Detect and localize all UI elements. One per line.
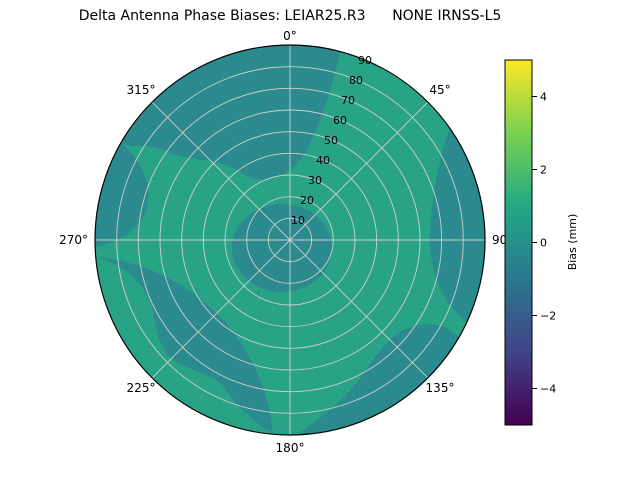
r-tick-label: 70 bbox=[341, 94, 355, 107]
theta-tick-label: 225° bbox=[127, 381, 156, 395]
colorbar-tick-label: 2 bbox=[540, 164, 547, 177]
colorbar-axis-label: Bias (mm) bbox=[566, 214, 579, 271]
chart-title: Delta Antenna Phase Biases: LEIAR25.R3 N… bbox=[78, 8, 502, 24]
r-tick-label: 10 bbox=[291, 214, 305, 227]
grid-spoke bbox=[289, 239, 429, 379]
theta-tick-label: 135° bbox=[426, 381, 455, 395]
grid-spoke bbox=[289, 101, 429, 241]
theta-tick-label: 315° bbox=[127, 83, 156, 97]
r-tick-label: 20 bbox=[300, 194, 314, 207]
colorbar-gradient bbox=[504, 59, 533, 426]
bias-patch-north bbox=[121, 45, 341, 180]
r-tick-label: 50 bbox=[324, 134, 338, 147]
r-tick-label: 80 bbox=[349, 74, 363, 87]
polar-grid bbox=[95, 45, 485, 435]
r-tick-label: 30 bbox=[308, 174, 322, 187]
colorbar: 4 2 0 −2 −4 Bias (mm) bbox=[504, 59, 579, 426]
theta-tick-label: 180° bbox=[276, 441, 305, 455]
r-tick-label: 40 bbox=[316, 154, 330, 167]
theta-tick-label: 270° bbox=[59, 233, 88, 247]
grid-spoke bbox=[151, 239, 291, 379]
bias-patch-southeast bbox=[296, 324, 459, 435]
theta-tick-label: 0° bbox=[283, 29, 297, 43]
r-tick-labels: 10 20 30 40 50 60 70 80 90 bbox=[291, 54, 372, 227]
bias-patch-east bbox=[429, 128, 485, 323]
colorbar-tick-label: 0 bbox=[540, 237, 547, 250]
colorbar-tick-label: −4 bbox=[540, 383, 556, 396]
colorbar-tick-label: −2 bbox=[540, 310, 556, 323]
colorbar-tick-label: 4 bbox=[540, 91, 547, 104]
r-tick-label: 90 bbox=[358, 54, 372, 67]
theta-tick-label: 45° bbox=[429, 83, 450, 97]
bias-patch-west bbox=[95, 142, 149, 247]
theta-tick-labels: 0° 45° 90° 135° 180° 225° 270° 315° bbox=[59, 29, 513, 455]
grid-spoke bbox=[151, 101, 291, 241]
polar-rim bbox=[94, 44, 486, 436]
r-tick-label: 60 bbox=[333, 114, 347, 127]
